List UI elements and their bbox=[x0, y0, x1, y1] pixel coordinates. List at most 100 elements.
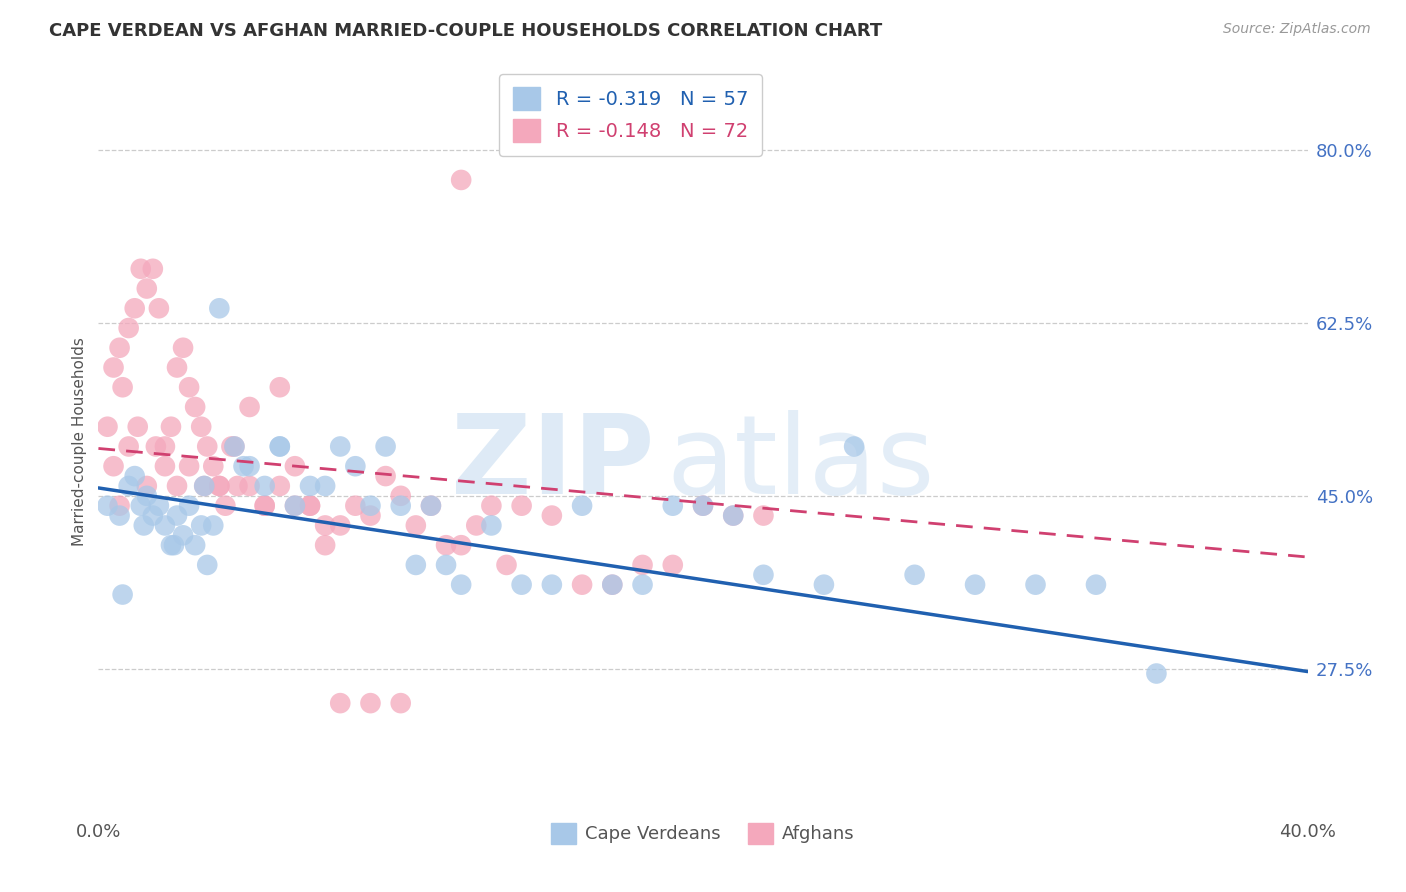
Point bbox=[284, 459, 307, 474]
Point bbox=[184, 538, 207, 552]
Point bbox=[661, 558, 683, 572]
Point bbox=[132, 518, 155, 533]
Point bbox=[481, 499, 503, 513]
Point bbox=[405, 558, 427, 572]
Point bbox=[329, 518, 352, 533]
Point bbox=[269, 440, 291, 454]
Point bbox=[405, 518, 427, 533]
Point bbox=[166, 479, 188, 493]
Point bbox=[179, 499, 201, 513]
Y-axis label: Married-couple Households: Married-couple Households bbox=[72, 337, 87, 546]
Point bbox=[692, 499, 714, 513]
Point bbox=[208, 479, 231, 493]
Point bbox=[434, 538, 457, 552]
Point bbox=[360, 508, 382, 523]
Text: CAPE VERDEAN VS AFGHAN MARRIED-COUPLE HOUSEHOLDS CORRELATION CHART: CAPE VERDEAN VS AFGHAN MARRIED-COUPLE HO… bbox=[49, 22, 883, 40]
Point bbox=[108, 341, 131, 355]
Point bbox=[160, 419, 183, 434]
Point bbox=[232, 459, 254, 474]
Text: ZIP: ZIP bbox=[451, 410, 655, 517]
Point bbox=[193, 479, 215, 493]
Point bbox=[253, 499, 276, 513]
Point bbox=[284, 499, 307, 513]
Point bbox=[195, 558, 218, 572]
Point bbox=[420, 499, 443, 513]
Point bbox=[224, 440, 246, 454]
Point bbox=[495, 558, 517, 572]
Point bbox=[148, 301, 170, 316]
Point bbox=[226, 479, 249, 493]
Point bbox=[118, 440, 141, 454]
Point bbox=[269, 380, 291, 394]
Point bbox=[179, 380, 201, 394]
Point bbox=[111, 380, 134, 394]
Point bbox=[108, 499, 131, 513]
Point bbox=[195, 440, 218, 454]
Point bbox=[193, 479, 215, 493]
Point bbox=[108, 508, 131, 523]
Point bbox=[314, 518, 336, 533]
Point bbox=[166, 508, 188, 523]
Point bbox=[124, 469, 146, 483]
Point bbox=[299, 499, 322, 513]
Point bbox=[221, 440, 243, 454]
Point bbox=[135, 489, 157, 503]
Point bbox=[844, 440, 866, 454]
Point bbox=[202, 459, 225, 474]
Point bbox=[450, 577, 472, 591]
Point bbox=[190, 518, 212, 533]
Point bbox=[148, 499, 170, 513]
Point bbox=[965, 577, 987, 591]
Point bbox=[135, 281, 157, 295]
Point bbox=[420, 499, 443, 513]
Point bbox=[118, 321, 141, 335]
Point bbox=[239, 459, 262, 474]
Point bbox=[344, 459, 367, 474]
Point bbox=[374, 440, 396, 454]
Point bbox=[540, 577, 562, 591]
Point bbox=[661, 499, 683, 513]
Point bbox=[153, 440, 176, 454]
Point bbox=[723, 508, 745, 523]
Point bbox=[103, 360, 125, 375]
Point bbox=[184, 400, 207, 414]
Point bbox=[179, 459, 201, 474]
Point bbox=[269, 440, 291, 454]
Point bbox=[314, 479, 336, 493]
Point bbox=[374, 469, 396, 483]
Point bbox=[540, 508, 562, 523]
Point bbox=[153, 459, 176, 474]
Point bbox=[299, 479, 322, 493]
Point bbox=[389, 499, 412, 513]
Point bbox=[329, 696, 352, 710]
Point bbox=[202, 518, 225, 533]
Point bbox=[145, 440, 167, 454]
Point bbox=[571, 499, 593, 513]
Point bbox=[172, 528, 194, 542]
Point bbox=[224, 440, 246, 454]
Point bbox=[129, 261, 152, 276]
Point bbox=[1085, 577, 1108, 591]
Point bbox=[284, 499, 307, 513]
Point bbox=[510, 577, 533, 591]
Point bbox=[752, 508, 775, 523]
Point bbox=[329, 440, 352, 454]
Point bbox=[208, 479, 231, 493]
Point bbox=[103, 459, 125, 474]
Point bbox=[208, 301, 231, 316]
Point bbox=[450, 173, 472, 187]
Point bbox=[190, 419, 212, 434]
Point bbox=[389, 489, 412, 503]
Point bbox=[253, 499, 276, 513]
Point bbox=[631, 558, 654, 572]
Point bbox=[253, 479, 276, 493]
Point bbox=[723, 508, 745, 523]
Point bbox=[124, 301, 146, 316]
Point bbox=[631, 577, 654, 591]
Point bbox=[360, 696, 382, 710]
Point bbox=[118, 479, 141, 493]
Point bbox=[269, 479, 291, 493]
Point bbox=[481, 518, 503, 533]
Text: atlas: atlas bbox=[666, 410, 935, 517]
Legend: Cape Verdeans, Afghans: Cape Verdeans, Afghans bbox=[544, 815, 862, 851]
